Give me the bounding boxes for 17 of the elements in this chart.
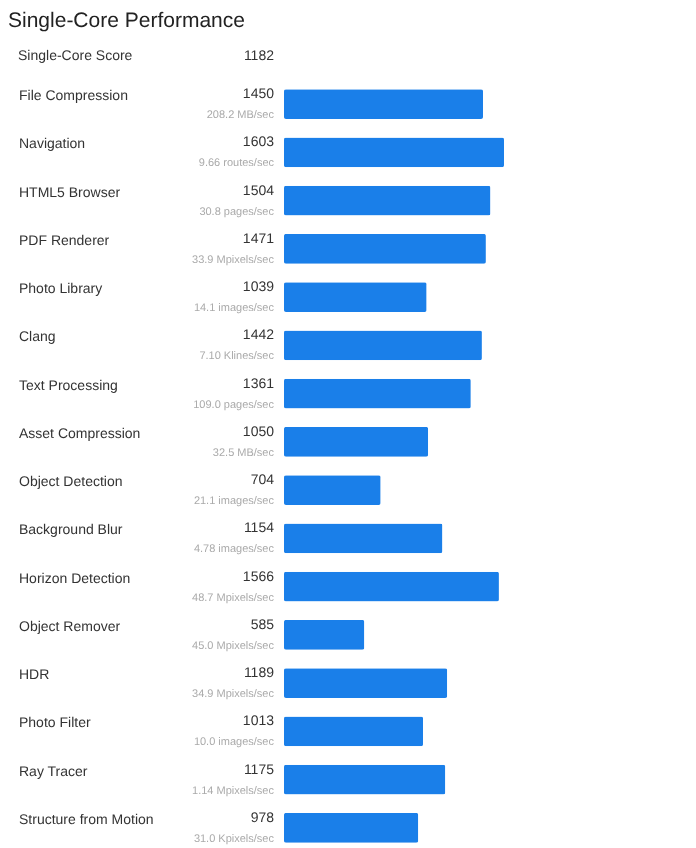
- bar: [284, 716, 424, 747]
- bar: [284, 475, 381, 506]
- bar: [284, 330, 482, 361]
- bar: [284, 233, 486, 264]
- bar: [284, 523, 443, 554]
- bar: [284, 571, 499, 602]
- bar: [284, 619, 365, 650]
- bar: [284, 812, 419, 843]
- chart-title: Single-Core Performance: [8, 9, 246, 33]
- bar: [284, 89, 483, 120]
- bar: [284, 185, 491, 216]
- bar: [284, 426, 429, 457]
- bar: [284, 668, 448, 699]
- bar: [284, 764, 446, 795]
- bar: [284, 378, 471, 409]
- bar: [284, 137, 504, 168]
- bar: [284, 282, 427, 313]
